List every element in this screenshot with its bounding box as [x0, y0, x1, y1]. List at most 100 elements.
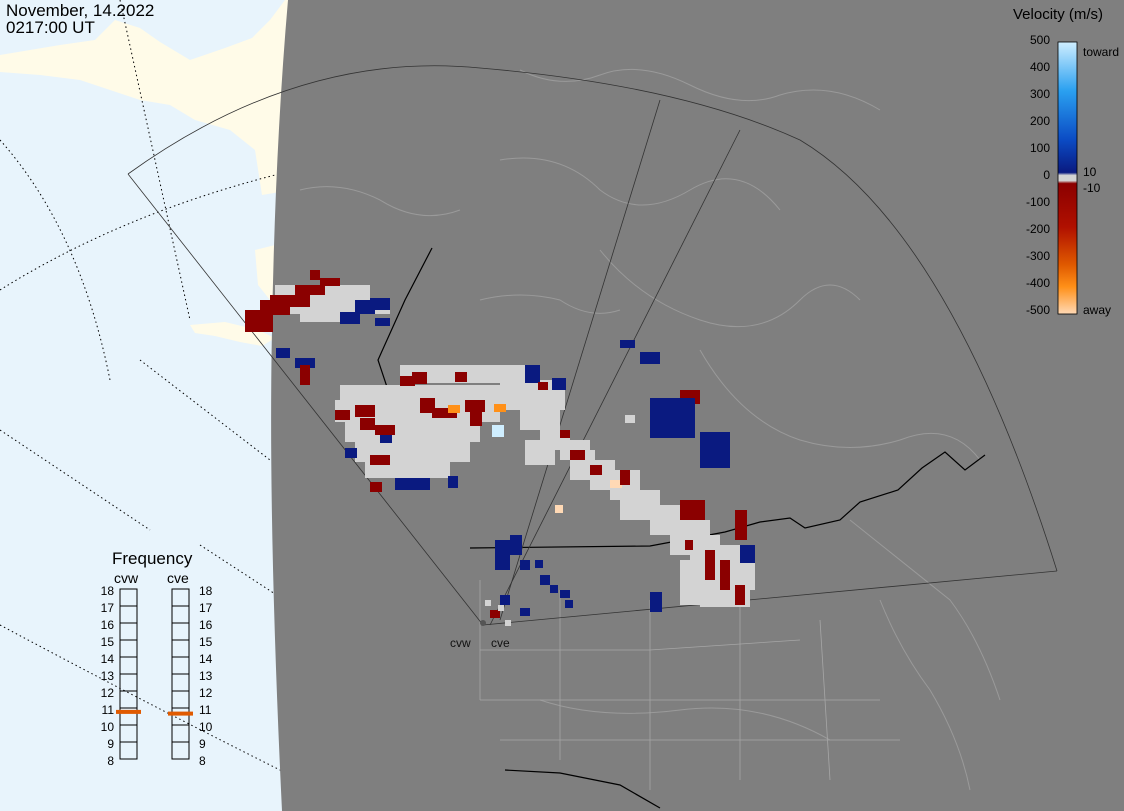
velocity-cell: [295, 358, 315, 368]
freq-scale-left: 13: [100, 669, 114, 683]
velocity-cell: [640, 352, 660, 364]
velocity-cell: [538, 382, 548, 390]
freq-scale-left: 12: [100, 686, 114, 700]
velocity-cell: [340, 312, 360, 324]
timestamp-time: 0217:00 UT: [6, 18, 95, 37]
velocity-tick-label: 300: [1029, 87, 1050, 101]
velocity-cell: [620, 470, 630, 485]
velocity-cell: [540, 575, 550, 585]
velocity-tick-label: 400: [1029, 60, 1050, 74]
velocity-cell: [650, 398, 695, 438]
velocity-cell: [510, 535, 522, 555]
velocity-cell: [625, 415, 635, 423]
velocity-cell: [520, 560, 530, 570]
freq-scale-left: 8: [107, 754, 114, 768]
freq-scale-right: 12: [199, 686, 213, 700]
velocity-cell: [490, 610, 500, 618]
velocity-cell: [370, 298, 390, 310]
velocity-cell: [270, 295, 310, 307]
frequency-title: Frequency: [112, 549, 193, 568]
freq-scale-left: 18: [100, 584, 114, 598]
velocity-cell: [395, 478, 430, 490]
velocity-cell: [465, 400, 485, 412]
velocity-cell: [492, 425, 504, 437]
freq-scale-right: 10: [199, 720, 213, 734]
velocity-cell: [720, 560, 730, 590]
velocity-cell: [500, 595, 510, 605]
radar-name-cve: cve: [167, 570, 189, 586]
velocity-cell: [505, 620, 511, 626]
velocity-cell: [555, 505, 563, 513]
velocity-cell: [448, 476, 458, 488]
velocity-cell: [310, 270, 320, 280]
velocity-cell: [494, 404, 506, 412]
velocity-cell: [335, 410, 350, 420]
freq-scale-left: 15: [100, 635, 114, 649]
velocity-cell: [375, 318, 390, 326]
velocity-cell: [610, 480, 622, 488]
velocity-cell: [420, 398, 435, 413]
velocity-cell: [570, 450, 585, 460]
velocity-cell: [345, 448, 357, 458]
velocity-cell: [295, 285, 325, 295]
velocity-cell: [370, 482, 382, 492]
velocity-cell: [245, 310, 273, 332]
freq-scale-right: 14: [199, 652, 213, 666]
freq-scale-right: 11: [199, 703, 212, 717]
freq-scale-left: 14: [100, 652, 114, 666]
velocity-cell: [375, 425, 395, 435]
velocity-toward-label: toward: [1083, 45, 1120, 59]
velocity-cell: [300, 365, 310, 385]
velocity-cell: [560, 590, 570, 598]
political-borders: [479, 580, 900, 790]
freq-scale-right: 15: [199, 635, 213, 649]
freq-scale-left: 10: [100, 720, 114, 734]
velocity-cell: [448, 405, 460, 413]
velocity-cell: [520, 608, 530, 616]
velocity-cell: [740, 545, 755, 563]
velocity-tick-label: -100: [1025, 195, 1050, 209]
graticule-lines: [0, 0, 293, 776]
coastlines: [299, 68, 1001, 791]
freq-scale-left: 17: [100, 601, 114, 615]
velocity-cell: [360, 418, 375, 430]
freq-scale-right: 8: [199, 754, 206, 768]
freq-scale-left: 16: [100, 618, 114, 632]
velocity-low-positive-label: 10: [1083, 165, 1097, 179]
velocity-cell: [552, 378, 566, 390]
velocity-tick-label: -300: [1025, 249, 1050, 263]
velocity-tick-label: 200: [1029, 114, 1050, 128]
velocity-cell: [680, 500, 705, 520]
velocity-cell: [535, 560, 543, 568]
velocity-cell: [565, 600, 573, 608]
velocity-cell: [380, 435, 392, 443]
boundary-lines: [377, 247, 986, 809]
site-label-cvw: cvw: [450, 636, 471, 650]
velocity-cell: [400, 376, 415, 386]
velocity-cell: [735, 510, 747, 540]
velocity-cell: [485, 600, 491, 606]
frequency-indicators: [116, 709, 193, 716]
velocity-cell: [550, 585, 558, 593]
velocity-cell: [735, 585, 745, 605]
freq-scale-right: 16: [199, 618, 213, 632]
velocity-cell: [455, 372, 467, 382]
night-terminator: [271, 0, 1124, 811]
ground-scatter-cell: [400, 365, 540, 383]
velocity-colorbar: [1057, 41, 1078, 315]
site-label-cve: cve: [491, 636, 510, 650]
velocity-cell: [560, 430, 570, 438]
velocity-away-label: away: [1083, 303, 1112, 317]
velocity-cell: [498, 605, 504, 611]
velocity-cell: [355, 405, 375, 417]
ground-scatter-cell: [525, 440, 555, 465]
velocity-cell: [590, 465, 602, 475]
freq-scale-right: 9: [199, 737, 206, 751]
velocity-cell: [685, 540, 693, 550]
velocity-cell: [412, 372, 427, 384]
timestamp-date: November, 14.2022: [6, 1, 155, 20]
velocity-low-negative-label: -10: [1083, 181, 1101, 195]
velocity-cell: [495, 540, 510, 570]
